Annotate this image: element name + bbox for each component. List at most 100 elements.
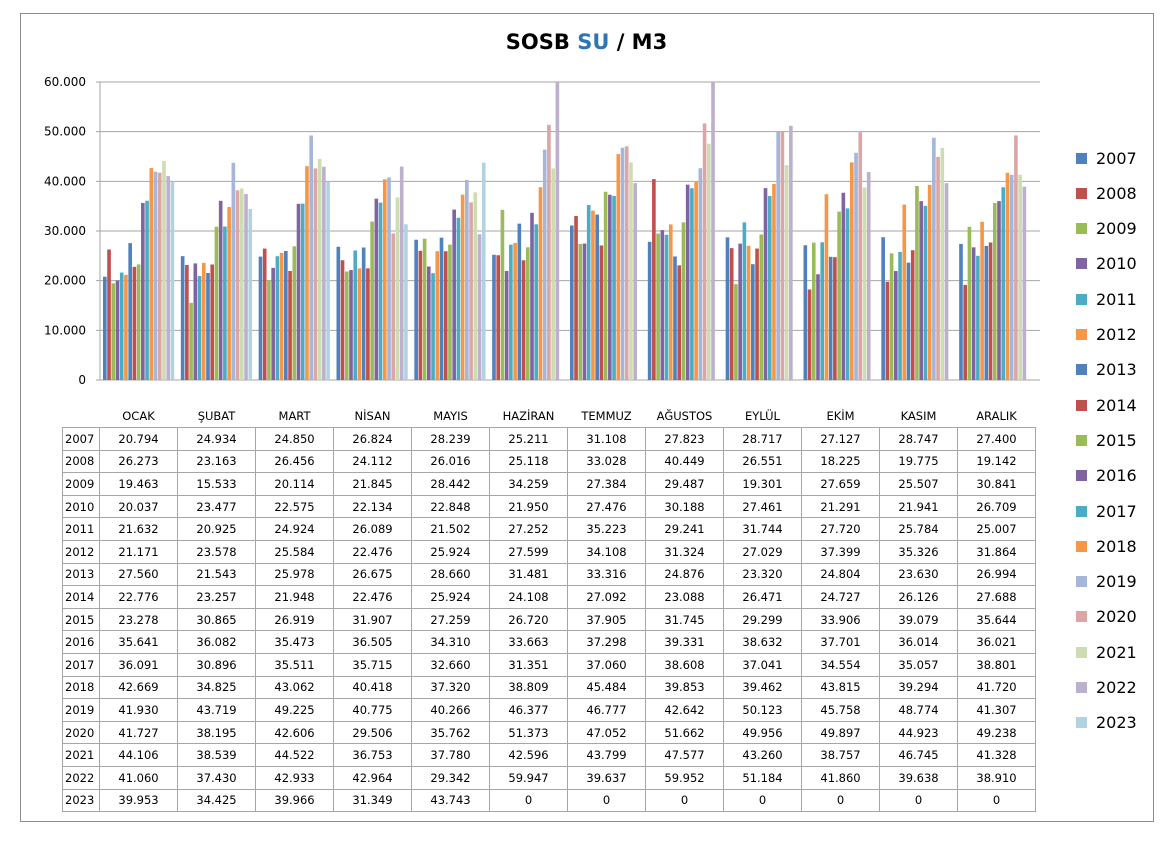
bar (673, 256, 677, 380)
bar (443, 251, 448, 380)
bar (940, 147, 945, 380)
bar (591, 210, 595, 380)
legend-swatch (1076, 293, 1087, 305)
table-cell: 40.266 (411, 698, 490, 722)
bar (772, 184, 776, 380)
table-cell: 26.720 (489, 607, 568, 632)
table-cell: 0 (879, 788, 958, 813)
table-row: 2022 41.060 37.430 42.933 42.964 29.342 59.947… (62, 766, 1036, 790)
bar (1022, 186, 1027, 380)
bar (652, 179, 656, 380)
x-category-label: KASIM (900, 409, 937, 424)
bar (223, 226, 227, 380)
bar (885, 281, 890, 380)
bar (500, 209, 505, 380)
table-cell: 26.456 (255, 449, 334, 474)
bar (431, 273, 435, 380)
bar (959, 243, 963, 380)
bar (616, 154, 621, 380)
table-cell: 22.476 (333, 585, 412, 609)
table-cell: 36.021 (957, 630, 1036, 655)
bar (189, 302, 193, 380)
legend-label: 2018 (1096, 536, 1137, 556)
table-cell: 35.511 (255, 653, 334, 677)
title-part-1: SOSB (505, 30, 578, 54)
table-row: 2020 41.727 38.195 42.606 29.506 35.762 51.373… (62, 720, 1036, 745)
table-cell: 27.252 (489, 517, 568, 542)
legend-item: 2007 (1076, 148, 1137, 168)
bar (980, 221, 984, 380)
bar (919, 201, 923, 380)
legend-swatch (1076, 364, 1087, 376)
table-cell: 37.399 (801, 540, 880, 564)
table-cell: 22.134 (333, 494, 412, 519)
table-cell: 41.328 (957, 743, 1036, 767)
table-cell: 28.747 (879, 427, 958, 451)
table-cell: 23.320 (723, 562, 802, 587)
table-cell: 21.948 (255, 585, 334, 609)
bar (322, 166, 326, 380)
legend-label: 2019 (1096, 572, 1137, 592)
bar (296, 203, 301, 380)
legend-swatch (1076, 646, 1087, 658)
x-category-label: OCAK (122, 409, 155, 424)
legend-swatch (1076, 399, 1087, 411)
table-row: 2013 27.560 21.543 25.978 26.675 28.660 31.481… (62, 562, 1036, 587)
bar (119, 272, 124, 380)
table-cell: 39.853 (645, 675, 724, 700)
bar (317, 158, 322, 380)
bar (162, 160, 166, 380)
table-cell: 24.934 (177, 427, 256, 451)
x-category-label: AĞUSTOS (656, 409, 713, 424)
bar (185, 264, 189, 380)
data-table: OCAK ŞUBAT MART NİSAN MAYIS HAZİRAN TEMMUZ AĞUS… (62, 405, 1036, 813)
bar (517, 223, 522, 380)
table-cell: 28.717 (723, 427, 802, 451)
table-cell: 20.037 (99, 494, 178, 519)
table-cell: 36.091 (99, 653, 178, 677)
table-cell: 27.400 (957, 427, 1036, 451)
table-cell: 38.757 (801, 743, 880, 767)
table-cell: 31.907 (333, 607, 412, 632)
table-cell: 23.163 (177, 449, 256, 474)
table-cell: 37.060 (567, 653, 646, 677)
table-cell: 27.029 (723, 540, 802, 564)
table-cell: 59.952 (645, 766, 724, 790)
table-cell: 40.449 (645, 449, 724, 474)
legend-item: 2017 (1076, 501, 1137, 521)
table-cell: 44.522 (255, 743, 334, 767)
table-cell: 39.953 (99, 788, 178, 813)
x-category-label: MAYIS (433, 409, 468, 424)
bar (414, 239, 418, 380)
table-cell: 24.924 (255, 517, 334, 542)
bar (534, 224, 539, 380)
table-cell: 45.484 (567, 675, 646, 700)
bar (551, 168, 555, 380)
bar (231, 162, 236, 380)
table-cell: 39.331 (645, 630, 724, 655)
table-cell: 23.477 (177, 494, 256, 519)
bar (214, 226, 219, 380)
table-cell: 41.720 (957, 675, 1036, 700)
legend-label: 2017 (1096, 501, 1137, 521)
bar (845, 208, 850, 380)
table-cell: 34.310 (411, 630, 490, 655)
table-cell: 43.260 (723, 743, 802, 767)
table-cell: 37.298 (567, 630, 646, 655)
y-tick-label: 40.000 (44, 174, 86, 188)
bar (521, 260, 526, 380)
table-cell: 45.758 (801, 698, 880, 722)
table-cell: 51.662 (645, 720, 724, 745)
table-cell: 24.112 (333, 449, 412, 474)
bar (326, 181, 330, 380)
table-cell: 43.062 (255, 675, 334, 700)
table-cell: 26.089 (333, 517, 412, 542)
bar (538, 187, 543, 380)
legend-label: 2010 (1096, 254, 1137, 274)
bar (378, 202, 383, 380)
table-cell: 23.278 (99, 607, 178, 632)
bar (633, 183, 638, 380)
row-year-label: 2012 (62, 540, 100, 564)
bar (439, 237, 444, 380)
table-cell: 0 (567, 788, 646, 813)
